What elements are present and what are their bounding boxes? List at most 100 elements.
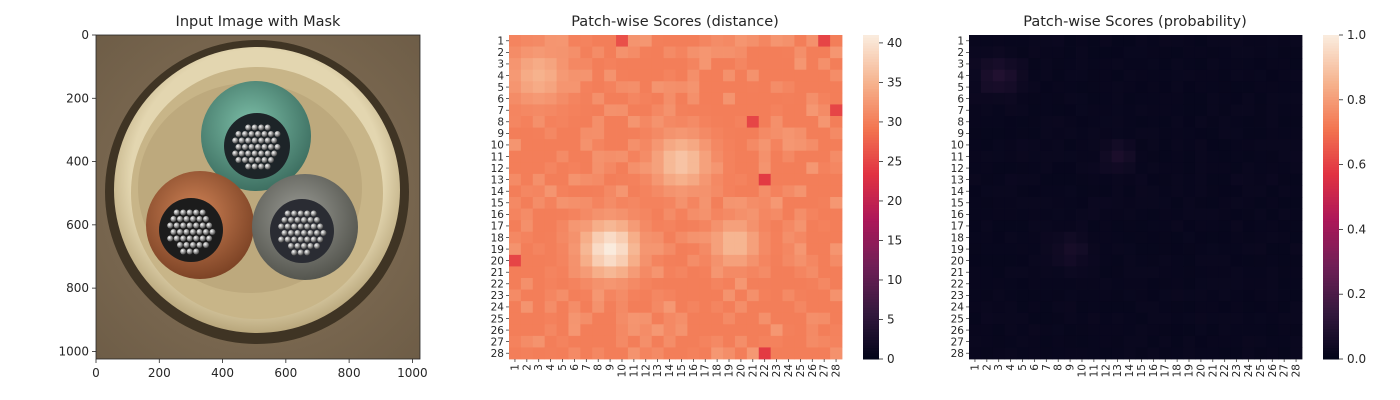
heatmap-cell — [592, 243, 605, 256]
heatmap-cell — [1147, 127, 1160, 140]
heatmap-cell — [1206, 116, 1220, 128]
colorbar-tick-label: 40 — [887, 36, 902, 50]
heatmap-cell — [980, 46, 994, 59]
heatmap-cell — [1266, 92, 1279, 105]
heatmap-cell — [723, 312, 736, 325]
heatmap-cell — [556, 254, 569, 267]
heatmap-cell — [1290, 243, 1303, 256]
colorbar-segment — [863, 161, 879, 166]
heatmap-cell — [544, 58, 557, 71]
heatmap-cell — [520, 173, 534, 186]
heatmap-cell — [969, 301, 982, 314]
heatmap-cell — [1266, 150, 1279, 163]
col-tick-label: 5 — [557, 364, 569, 371]
heatmap-cell — [758, 266, 772, 279]
heatmap-cell — [992, 266, 1006, 279]
heatmap-cell — [734, 278, 748, 290]
heatmap-cell — [639, 116, 653, 128]
heatmap-cell — [1111, 92, 1124, 105]
heatmap-cell — [604, 69, 617, 82]
heatmap-cell — [992, 104, 1006, 117]
heatmap-cell — [1040, 92, 1053, 105]
heatmap-cell — [969, 220, 982, 233]
heatmap-cell — [639, 289, 653, 302]
colorbar-segment — [863, 102, 879, 106]
heatmap-cell — [1123, 150, 1136, 163]
heatmap-cell — [1076, 92, 1089, 105]
heatmap-cell — [1194, 81, 1208, 94]
heatmap-cell — [1135, 324, 1148, 337]
colorbar-segment — [1323, 110, 1339, 114]
heatmap-cell — [568, 289, 581, 302]
heatmap-cell — [1111, 173, 1124, 186]
wire-strand — [173, 209, 180, 216]
heatmap-cell — [604, 335, 617, 348]
wire-strand — [291, 223, 298, 230]
heatmap-cell — [1016, 127, 1029, 140]
heatmap-cell — [794, 254, 807, 267]
heatmap-cell — [1064, 46, 1077, 59]
heatmap-cell — [992, 58, 1006, 71]
heatmap-cell — [711, 197, 724, 209]
heatmap-cell — [699, 35, 712, 47]
heatmap-cell — [1230, 150, 1243, 163]
wire-strand — [278, 236, 285, 243]
heatmap-cell — [711, 81, 724, 94]
heatmap-cell — [770, 69, 783, 82]
wire-strand — [238, 137, 245, 144]
wire-strand — [183, 242, 190, 248]
heatmap-cell — [1016, 104, 1029, 117]
colorbar-segment — [1323, 137, 1339, 141]
heatmap-cell — [627, 150, 641, 163]
colorbar-segment — [863, 191, 879, 195]
colorbar-segment — [1323, 151, 1339, 155]
heatmap-cell — [1194, 139, 1208, 152]
wire-strand — [245, 150, 252, 157]
colorbar-segment — [863, 269, 879, 274]
heatmap-cell — [723, 58, 736, 71]
heatmap-cell — [1242, 197, 1255, 209]
colorbar-segment — [1323, 213, 1339, 217]
colorbar-segment — [1323, 350, 1339, 355]
heatmap-cell — [1194, 324, 1208, 337]
colorbar-segment — [863, 51, 879, 55]
heatmap-cell — [723, 243, 736, 256]
heatmap-cell — [711, 35, 724, 47]
col-tick-label: 23 — [1231, 364, 1243, 377]
colorbar-segment — [1323, 345, 1339, 349]
heatmap-cell — [509, 150, 522, 163]
heatmap-cell — [699, 46, 712, 59]
colorbar-segment — [1323, 62, 1339, 66]
heatmap-cell — [1242, 46, 1255, 59]
heatmap-cell — [1242, 173, 1255, 186]
heatmap-cell — [639, 197, 653, 209]
heatmap-cell — [1135, 347, 1148, 360]
heatmap-cell — [1218, 243, 1232, 256]
row-tick-label: 20 — [951, 255, 964, 267]
heatmap-cell — [734, 104, 748, 117]
heatmap-cell — [711, 347, 724, 360]
heatmap-cell — [1123, 173, 1136, 186]
heatmap-cell — [532, 231, 546, 244]
row-tick-label: 21 — [951, 267, 964, 279]
heatmap-cell — [1147, 335, 1160, 348]
heatmap-cell — [580, 278, 593, 290]
heatmap-cell — [520, 278, 534, 290]
heatmap-cell — [651, 81, 664, 94]
heatmap-cell — [770, 92, 783, 105]
heatmap-cell — [1278, 92, 1291, 105]
heatmap-cell — [532, 266, 546, 279]
colorbar-segment — [863, 307, 879, 311]
wire-strand — [301, 230, 307, 236]
row-tick-label: 16 — [951, 209, 965, 221]
colorbar-segment — [863, 356, 879, 360]
colorbar-segment — [1323, 218, 1339, 222]
colorbar-segment — [863, 140, 879, 144]
row-tick-label: 27 — [951, 336, 964, 348]
heatmap-cell — [1254, 312, 1267, 325]
heatmap-cell — [1099, 231, 1113, 244]
heatmap-cell — [758, 81, 772, 94]
heatmap-cell — [639, 324, 653, 337]
heatmap-cell — [980, 150, 994, 163]
heatmap-cell — [1076, 301, 1089, 314]
